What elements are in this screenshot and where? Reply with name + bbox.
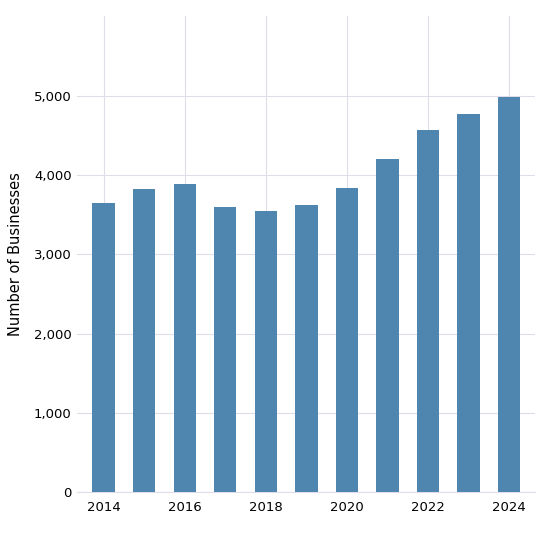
Bar <box>417 130 439 492</box>
Bar <box>173 184 196 492</box>
Bar <box>376 159 399 492</box>
Bar <box>336 188 358 492</box>
Bar <box>498 97 520 492</box>
Bar <box>254 210 277 492</box>
Bar <box>458 114 480 492</box>
Y-axis label: Number of Businesses: Number of Businesses <box>8 173 23 336</box>
Bar <box>214 207 236 492</box>
Bar <box>93 203 115 492</box>
Bar <box>295 205 317 492</box>
Bar <box>133 189 155 492</box>
